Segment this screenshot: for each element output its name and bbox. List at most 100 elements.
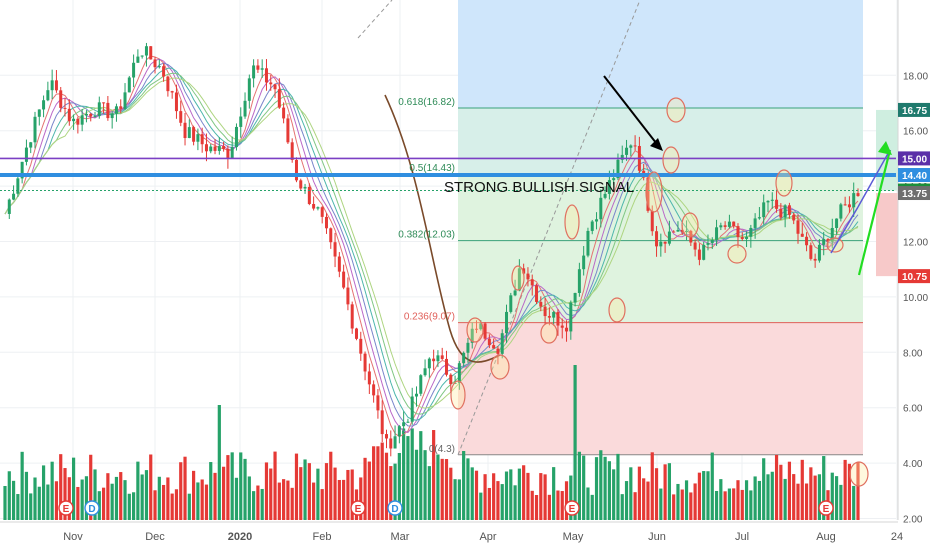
volume-bar bbox=[856, 462, 860, 520]
event-marker[interactable] bbox=[350, 500, 366, 516]
candle-body bbox=[200, 134, 204, 145]
candle bbox=[367, 363, 371, 395]
candle-body bbox=[346, 287, 350, 305]
candle bbox=[800, 223, 804, 237]
candle bbox=[149, 46, 153, 60]
candle bbox=[316, 206, 320, 211]
candle bbox=[132, 54, 136, 88]
candle-body bbox=[7, 199, 11, 214]
candle-body bbox=[599, 197, 603, 220]
candle bbox=[54, 70, 58, 93]
fib-label: 0(4.3) bbox=[429, 444, 455, 455]
highlight-circle bbox=[727, 244, 747, 264]
candle-body bbox=[63, 107, 67, 109]
candle-body bbox=[54, 80, 58, 91]
volume-bar bbox=[127, 493, 131, 520]
event-marker[interactable] bbox=[818, 500, 834, 516]
volume-bar bbox=[504, 471, 509, 520]
candle bbox=[162, 63, 166, 82]
candle-body bbox=[727, 221, 731, 227]
volume-bar bbox=[7, 471, 11, 520]
candle bbox=[530, 274, 534, 296]
volume-bar bbox=[492, 473, 496, 520]
volume-bar bbox=[192, 470, 196, 520]
candle bbox=[286, 114, 290, 144]
candle bbox=[582, 246, 586, 276]
volume-bar bbox=[114, 476, 119, 520]
candle bbox=[723, 221, 727, 230]
candle bbox=[67, 99, 71, 126]
candle bbox=[359, 331, 363, 361]
candle bbox=[153, 56, 157, 74]
candle-body bbox=[745, 236, 749, 239]
event-marker-label: E bbox=[569, 504, 576, 515]
candle bbox=[110, 111, 114, 129]
volume-bar bbox=[71, 457, 76, 520]
candle-body bbox=[239, 116, 243, 127]
candle-body bbox=[736, 226, 740, 238]
candle-body bbox=[16, 178, 20, 194]
candle-body bbox=[226, 148, 230, 159]
event-marker[interactable] bbox=[58, 500, 74, 516]
volume-bar bbox=[414, 449, 419, 520]
highlight-circle bbox=[490, 354, 510, 380]
volume-bar bbox=[680, 489, 684, 520]
price-axis: 18.0016.0014.0012.0010.008.006.004.002.0… bbox=[897, 0, 932, 550]
candle-body bbox=[586, 230, 590, 256]
candle bbox=[97, 96, 101, 119]
candle-body bbox=[294, 159, 298, 181]
volume-bar bbox=[153, 490, 157, 520]
event-marker-label: D bbox=[88, 504, 95, 515]
volume-bar bbox=[560, 491, 564, 520]
volume-bar bbox=[637, 466, 641, 520]
candle bbox=[209, 143, 213, 154]
volume-bar bbox=[217, 405, 221, 520]
candle bbox=[170, 90, 174, 99]
event-marker[interactable] bbox=[564, 500, 580, 516]
candle bbox=[775, 189, 779, 213]
candle-body bbox=[685, 230, 689, 232]
volume-bar bbox=[239, 452, 243, 520]
ma-curve bbox=[384, 94, 501, 363]
volume-bar bbox=[727, 488, 732, 520]
candle bbox=[710, 237, 714, 250]
candle bbox=[826, 238, 830, 249]
volume-bar bbox=[693, 483, 697, 520]
candle-body bbox=[316, 207, 320, 209]
event-marker[interactable] bbox=[84, 500, 100, 516]
candle bbox=[24, 139, 28, 166]
highlight-circle bbox=[662, 146, 680, 174]
candle-body bbox=[187, 127, 191, 139]
volume-bar bbox=[46, 484, 50, 520]
candle bbox=[414, 386, 418, 407]
candle bbox=[127, 76, 131, 93]
candle bbox=[693, 239, 697, 257]
candle bbox=[307, 183, 311, 206]
candle bbox=[333, 232, 337, 268]
arrow-black-line bbox=[603, 75, 661, 149]
volume-bar bbox=[577, 451, 581, 520]
volume-bar bbox=[376, 446, 380, 520]
candle bbox=[655, 226, 659, 257]
ma-line bbox=[4, 58, 859, 434]
candle bbox=[577, 262, 581, 297]
candle bbox=[796, 214, 800, 244]
candlesticks bbox=[7, 42, 860, 457]
candle-body bbox=[757, 217, 761, 219]
volume-bar bbox=[663, 464, 667, 520]
volume-bar bbox=[243, 458, 247, 520]
candle-body bbox=[89, 113, 93, 117]
volume-bar bbox=[582, 455, 586, 520]
volume-bar bbox=[230, 452, 234, 520]
candle-body bbox=[247, 78, 251, 101]
candle-body bbox=[496, 348, 500, 354]
candle bbox=[196, 128, 200, 151]
volume-bar bbox=[530, 490, 534, 520]
candle bbox=[329, 227, 333, 249]
volume-bar bbox=[350, 469, 354, 520]
volume-bar bbox=[119, 472, 123, 520]
event-marker[interactable] bbox=[387, 500, 403, 516]
candle-body bbox=[282, 107, 286, 119]
candle-body bbox=[213, 146, 217, 151]
candle-body bbox=[633, 145, 637, 147]
